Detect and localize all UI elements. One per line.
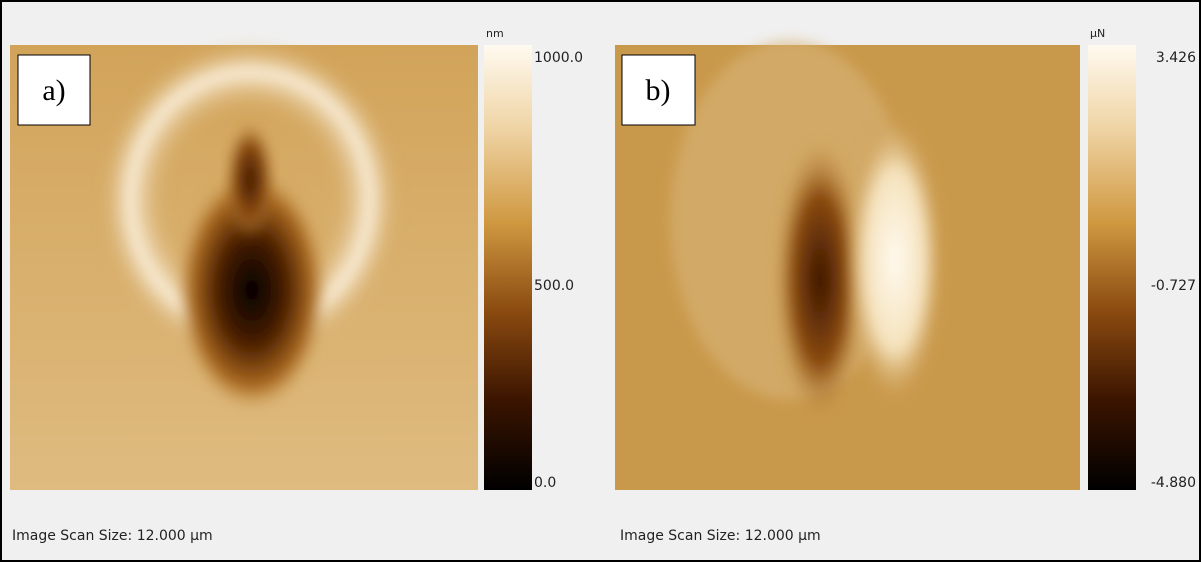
colorbar-label: 0.0 [534,475,556,491]
colorbar-label: -4.880 [1151,475,1196,491]
colorbar-label: 1000.0 [534,50,583,66]
unit: nm [486,27,504,40]
panel-a: a) nm 1000.0 500.0 0.0 Image Scan Size: … [10,27,583,544]
colorbar-label: 3.426 [1156,50,1196,66]
colorbar-label: -0.727 [1151,278,1196,294]
scan-size: Image Scan Size: 12.000 µm [620,528,821,544]
colorbar [484,45,532,490]
unit: µN [1090,27,1105,40]
panel-label: b) [646,74,671,107]
panel-label: a) [42,74,65,107]
panel-b: b) µN 3.426 -0.727 -4.880 Image Scan Siz… [615,27,1196,544]
label-box [17,54,91,126]
colorbar [1088,45,1136,490]
label-box [621,54,696,126]
scan-size: Image Scan Size: 12.000 µm [12,528,213,544]
colorbar-label: 500.0 [534,278,574,294]
